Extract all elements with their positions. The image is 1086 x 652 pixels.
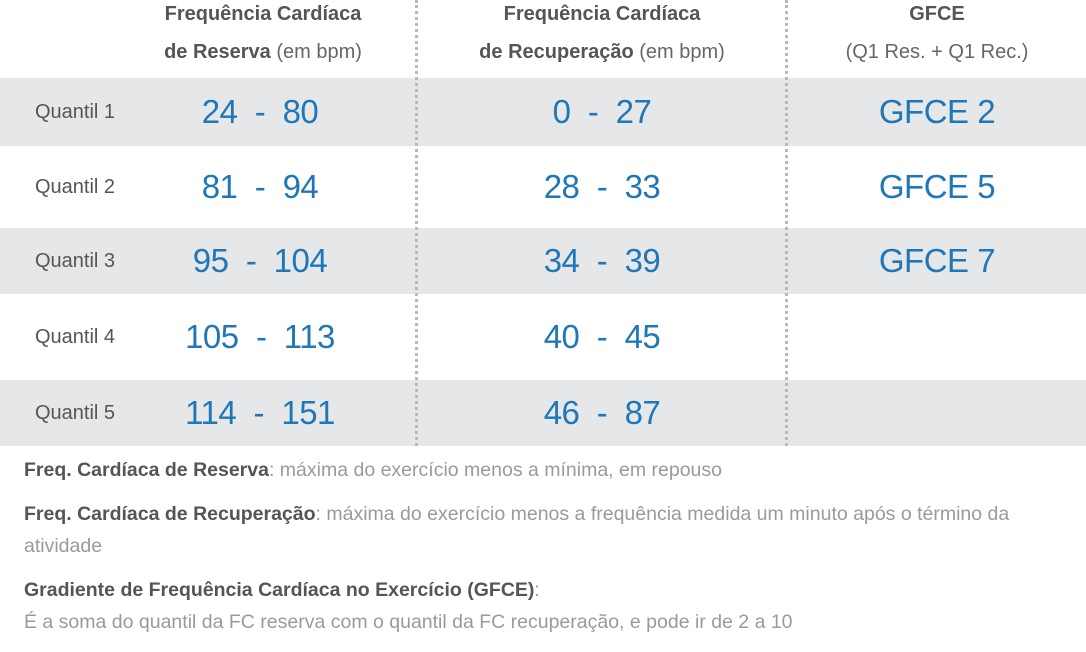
reserva-range: 81 - 94 bbox=[201, 168, 319, 205]
recuperacao-range: 0 - 27 bbox=[552, 93, 652, 130]
row-label: Quantil 3 bbox=[34, 249, 116, 272]
reserva-range: 114 - 151 bbox=[185, 394, 335, 431]
header-recuperacao-title: Frequência Cardíaca bbox=[503, 3, 701, 25]
table-row: Quantil 4 105 - 113 40 - 45 bbox=[0, 294, 1086, 380]
row-label: Quantil 4 bbox=[34, 325, 116, 348]
table-row: Quantil 3 95 - 104 34 - 39 GFCE 7 bbox=[0, 228, 1086, 294]
table-row: Quantil 5 114 - 151 46 - 87 bbox=[0, 380, 1086, 446]
row-label: Quantil 2 bbox=[34, 175, 116, 198]
quantile-table: Quantil 1 24 - 80 0 - 27 GFCE 2 Quantil … bbox=[0, 78, 1086, 446]
header-gfce-formula: (Q1 Res. + Q1 Rec.) bbox=[845, 41, 1029, 63]
row-label: Quantil 5 bbox=[34, 401, 116, 424]
header-recuperacao: Frequência Cardíaca de Recuperação (em b… bbox=[418, 0, 786, 78]
column-divider bbox=[785, 0, 788, 446]
header-reserva-unit: (em bpm) bbox=[270, 41, 362, 63]
note-text-line2: É a soma do quantil da FC reserva com o … bbox=[24, 611, 793, 633]
header-reserva: Frequência Cardíaca de Reserva (em bpm) bbox=[110, 0, 416, 78]
note-recuperacao: Freq. Cardíaca de Recuperação: máxima do… bbox=[24, 498, 1064, 562]
note-term: Freq. Cardíaca de Recuperação bbox=[24, 503, 316, 525]
header-reserva-subtitle: de Reserva bbox=[164, 41, 271, 63]
reserva-range: 24 - 80 bbox=[201, 93, 319, 130]
recuperacao-range: 46 - 87 bbox=[543, 394, 661, 431]
table-header: Frequência Cardíaca de Reserva (em bpm) … bbox=[0, 0, 1086, 78]
reserva-range: 105 - 113 bbox=[185, 318, 335, 355]
recuperacao-range: 34 - 39 bbox=[543, 242, 661, 279]
note-text: : bbox=[534, 579, 540, 601]
table-row: Quantil 2 81 - 94 28 - 33 GFCE 5 bbox=[0, 146, 1086, 228]
note-text: : máxima do exercício menos a mínima, em… bbox=[268, 459, 722, 481]
reserva-range: 95 - 104 bbox=[192, 242, 328, 279]
gfce-value bbox=[788, 294, 1086, 380]
header-recuperacao-subtitle: de Recuperação bbox=[479, 41, 634, 63]
header-gfce-title: GFCE bbox=[909, 3, 965, 25]
recuperacao-range: 28 - 33 bbox=[543, 168, 661, 205]
recuperacao-range: 40 - 45 bbox=[543, 318, 661, 355]
table-row: Quantil 1 24 - 80 0 - 27 GFCE 2 bbox=[0, 78, 1086, 146]
note-term: Gradiente de Frequência Cardíaca no Exer… bbox=[24, 579, 535, 601]
note-gfce: Gradiente de Frequência Cardíaca no Exer… bbox=[24, 574, 1064, 638]
gfce-value: GFCE 5 bbox=[878, 168, 996, 205]
note-reserva: Freq. Cardíaca de Reserva: máxima do exe… bbox=[24, 454, 1064, 486]
header-gfce: GFCE (Q1 Res. + Q1 Rec.) bbox=[788, 0, 1086, 78]
header-recuperacao-unit: (em bpm) bbox=[633, 41, 725, 63]
header-reserva-title: Frequência Cardíaca bbox=[164, 3, 362, 25]
note-text: : máxima do exercício menos a frequência… bbox=[24, 503, 1010, 557]
gfce-value bbox=[788, 380, 1086, 446]
legend-notes: Freq. Cardíaca de Reserva: máxima do exe… bbox=[24, 454, 1064, 650]
gfce-value: GFCE 2 bbox=[878, 93, 996, 130]
column-divider bbox=[415, 0, 418, 446]
note-term: Freq. Cardíaca de Reserva bbox=[24, 459, 269, 481]
row-label: Quantil 1 bbox=[34, 100, 116, 123]
gfce-value: GFCE 7 bbox=[878, 242, 996, 279]
